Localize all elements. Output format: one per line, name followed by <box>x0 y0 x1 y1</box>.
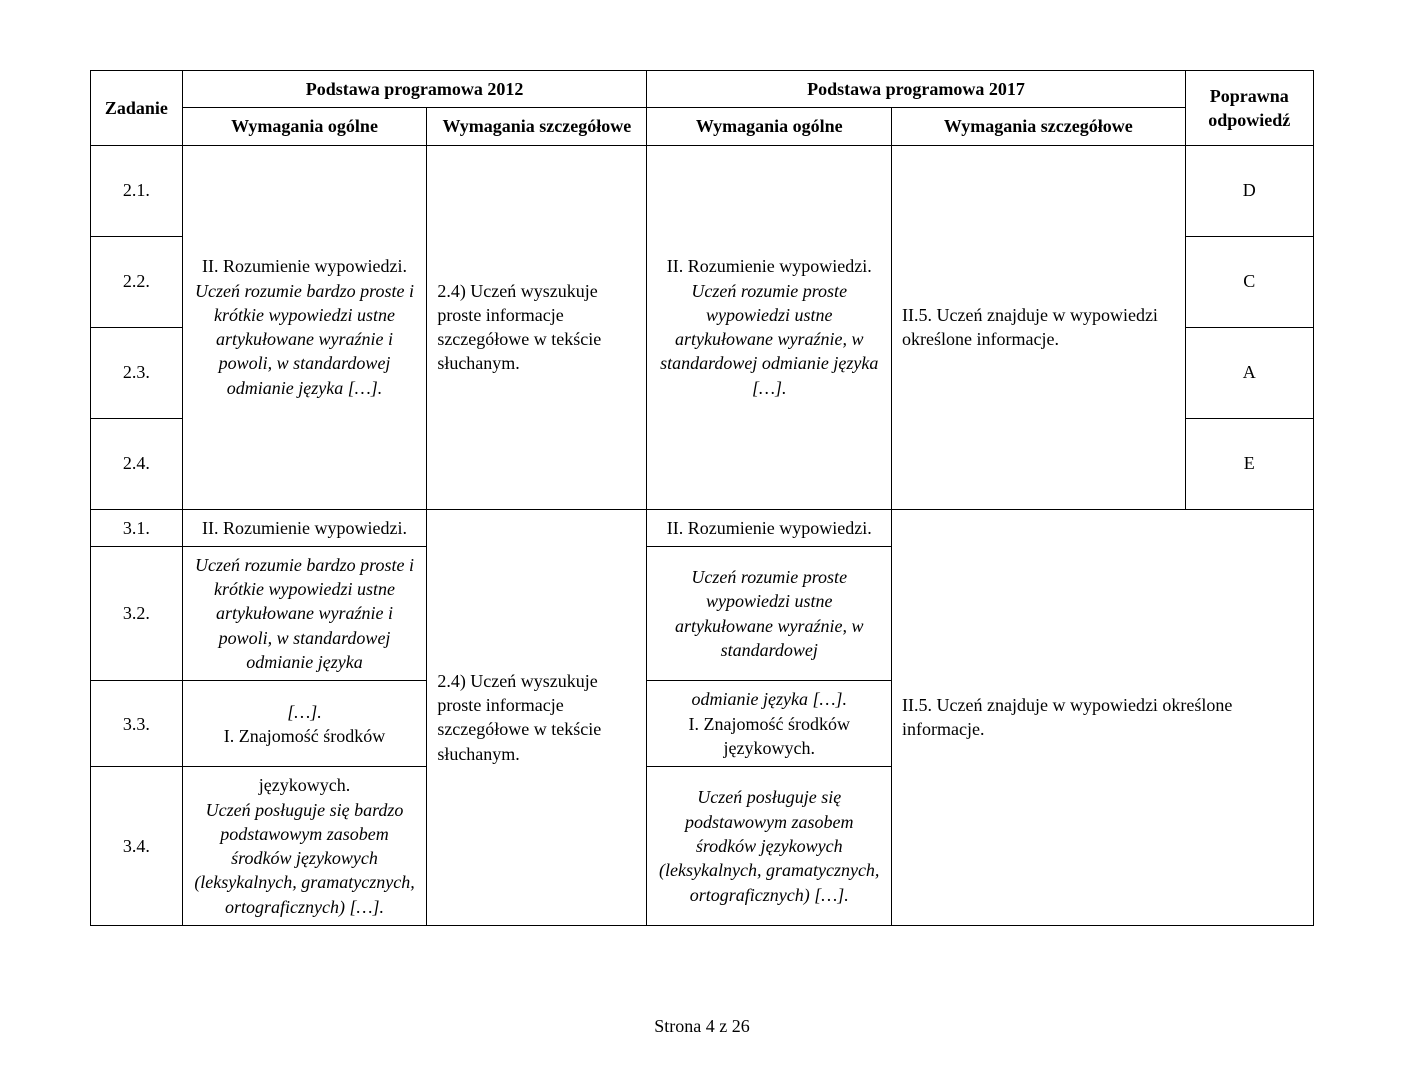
body-text: Uczeń posługuje się bardzo podstawowym z… <box>193 798 417 919</box>
col-2012-szcz: Wymagania szczegółowe <box>427 108 647 145</box>
cell-2017-ogolne: II. Rozumienie wypowiedzi. Uczeń rozumie… <box>647 145 892 509</box>
cell-2017-ogolne: II. Rozumienie wypowiedzi. <box>647 509 892 546</box>
task-number: 2.1. <box>91 145 183 236</box>
col-poprawna: Poprawna odpowiedź <box>1185 71 1313 146</box>
answer: C <box>1185 236 1313 327</box>
table-row: 3.1. II. Rozumienie wypowiedzi. 2.4) Ucz… <box>91 509 1314 546</box>
curriculum-table: Zadanie Podstawa programowa 2012 Podstaw… <box>90 70 1314 926</box>
document-page: Zadanie Podstawa programowa 2012 Podstaw… <box>0 0 1404 1067</box>
heading: językowych. <box>193 773 417 797</box>
body-text: Uczeń rozumie bardzo proste i krótkie wy… <box>193 279 417 400</box>
heading: II. Rozumienie wypowiedzi. <box>657 254 881 278</box>
task-number: 2.2. <box>91 236 183 327</box>
task-number: 3.3. <box>91 681 183 767</box>
heading: II. Rozumienie wypowiedzi. <box>193 254 417 278</box>
col-2012-ogolne: Wymagania ogólne <box>182 108 427 145</box>
answer: D <box>1185 145 1313 236</box>
cell-2012-ogolne: […]. I. Znajomość środków <box>182 681 427 767</box>
table-header-row: Wymagania ogólne Wymagania szczegółowe W… <box>91 108 1314 145</box>
answer: A <box>1185 327 1313 418</box>
cell-2012-szcz: 2.4) Uczeń wyszukuje proste informacje s… <box>427 509 647 925</box>
col-zadanie: Zadanie <box>91 71 183 146</box>
cell-2017-ogolne: Uczeń posługuje się podstawowym zasobem … <box>647 767 892 926</box>
cell-2012-ogolne: Uczeń rozumie bardzo proste i krótkie wy… <box>182 546 427 680</box>
table-header-row: Zadanie Podstawa programowa 2012 Podstaw… <box>91 71 1314 108</box>
col-pp2017: Podstawa programowa 2017 <box>647 71 1185 108</box>
cell-2012-szcz: 2.4) Uczeń wyszukuje proste informacje s… <box>427 145 647 509</box>
task-number: 3.1. <box>91 509 183 546</box>
cell-2012-ogolne: II. Rozumienie wypowiedzi. <box>182 509 427 546</box>
answer: E <box>1185 418 1313 509</box>
cell-2017-szcz: II.5. Uczeń znajduje w wypowiedzi określ… <box>892 509 1314 925</box>
page-footer: Strona 4 z 26 <box>90 1016 1314 1037</box>
col-2017-szcz: Wymagania szczegółowe <box>892 108 1186 145</box>
table-row: 2.1. II. Rozumienie wypowiedzi. Uczeń ro… <box>91 145 1314 236</box>
task-number: 3.2. <box>91 546 183 680</box>
task-number: 2.3. <box>91 327 183 418</box>
cell-2012-ogolne: językowych. Uczeń posługuje się bardzo p… <box>182 767 427 926</box>
body-text: odmianie języka […]. <box>657 687 881 711</box>
cell-2012-ogolne: II. Rozumienie wypowiedzi. Uczeń rozumie… <box>182 145 427 509</box>
body-text: […]. <box>193 700 417 724</box>
body-text: Uczeń rozumie proste wypowiedzi ustne ar… <box>657 279 881 400</box>
cell-2017-ogolne: Uczeń rozumie proste wypowiedzi ustne ar… <box>647 546 892 680</box>
task-number: 2.4. <box>91 418 183 509</box>
cell-2017-ogolne: odmianie języka […]. I. Znajomość środkó… <box>647 681 892 767</box>
cell-2017-szcz: II.5. Uczeń znajduje w wypowiedzi określ… <box>892 145 1186 509</box>
heading: I. Znajomość środków językowych. <box>657 712 881 761</box>
col-pp2012: Podstawa programowa 2012 <box>182 71 647 108</box>
task-number: 3.4. <box>91 767 183 926</box>
col-2017-ogolne: Wymagania ogólne <box>647 108 892 145</box>
heading: I. Znajomość środków <box>193 724 417 748</box>
